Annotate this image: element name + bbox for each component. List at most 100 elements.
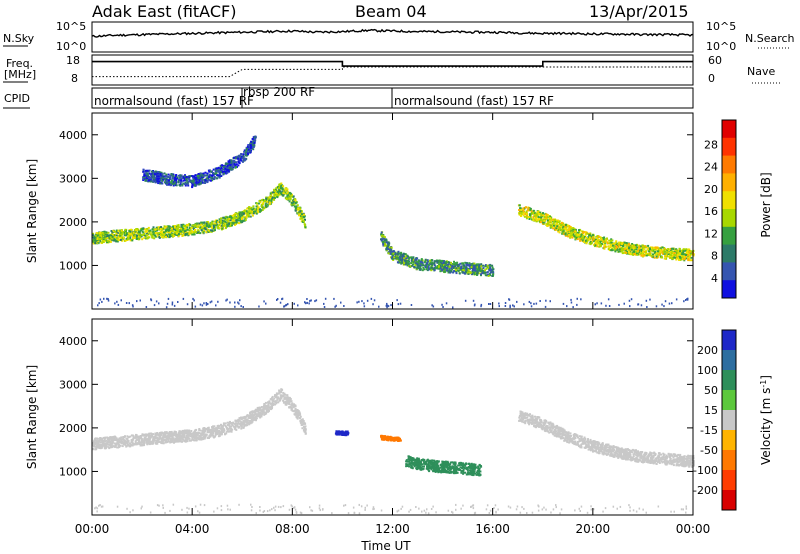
scatter-cell-upper-echoes — [239, 156, 242, 159]
scatter-cell-evening-band — [650, 249, 653, 252]
scatter-cell-evening-band — [554, 228, 557, 231]
scatter-cell-evening-band — [597, 235, 600, 238]
scatter-cell-upper-echoes — [163, 175, 166, 178]
scatter-cell-midday-band — [389, 248, 392, 251]
scatter-cell-evening-band — [541, 219, 544, 222]
scatter-cell-main-band — [158, 441, 161, 443]
scatter-cell-midday-band — [448, 265, 451, 268]
scatter-cell-main-band — [139, 236, 142, 239]
scatter-cell-main-band — [292, 195, 295, 198]
scatter-cell-evening-band — [521, 212, 524, 215]
scatter-cell-evening-band — [628, 245, 631, 248]
scatter-cell-midday-band — [389, 252, 392, 255]
scatter-cell-upper-echoes — [199, 174, 202, 177]
scatter-cell-evening-band — [666, 252, 669, 255]
scatter-cell-evening-band — [600, 240, 603, 243]
scatter-cell-main-band — [226, 427, 228, 430]
scatter-cell-noise — [276, 299, 278, 301]
scatter-cell-main-band — [287, 398, 290, 401]
scatter-cell-evening-band — [558, 231, 561, 234]
scatter-cell-evening-band — [575, 237, 578, 239]
scatter-cell-main-band — [195, 222, 198, 225]
scatter-cell-main-band — [271, 396, 274, 399]
scatter-cell-midday-band — [459, 268, 462, 271]
scatter-cell-main-band — [210, 221, 213, 224]
scatter-cell-main-band — [191, 231, 194, 234]
scatter-cell-main-band — [243, 216, 246, 219]
scatter-cell-main-band — [103, 240, 106, 243]
scatter-cell-evening-band — [586, 238, 589, 241]
scatter-cell-noise — [237, 301, 239, 304]
scatter-cell-main-band — [161, 231, 164, 234]
scatter-cell-main-band — [244, 212, 247, 215]
scatter-cell-upper-echoes — [237, 160, 240, 163]
scatter-cell-main-band — [141, 228, 144, 231]
scatter-cell-main-band — [93, 239, 96, 242]
scatter-cell-main-band — [97, 240, 100, 242]
scatter-cell-midday-band — [460, 267, 462, 270]
scatter-cell-noise — [207, 303, 209, 305]
scatter-cell-upper-echoes — [253, 136, 256, 139]
scatter-cell-main-band — [121, 232, 124, 235]
scatter-cell-midday-band — [470, 272, 473, 275]
scatter-cell-main-band — [214, 224, 217, 227]
scatter-cell-midday-band — [490, 269, 493, 272]
scatter-cell-midday-band — [448, 261, 451, 264]
scatter-cell-noise — [343, 305, 345, 307]
scatter-cell-noise — [358, 300, 360, 303]
scatter-cell-main-band — [261, 209, 264, 211]
scatter-cell-upper-echoes — [177, 174, 180, 177]
scatter-cell-noise — [234, 305, 236, 308]
scatter-cell-main-band — [166, 231, 169, 234]
scatter-cell-main-band — [104, 239, 107, 241]
scatter-cell-noise — [297, 304, 299, 307]
scatter-cell-evening-band — [621, 249, 624, 252]
scatter-cell-main-band — [282, 194, 285, 197]
scatter-cell-upper-echoes — [232, 159, 235, 162]
scatter-cell-evening-band — [594, 244, 597, 247]
scatter-cell-midday-band — [425, 268, 428, 271]
scatter-cell-main-band — [208, 431, 211, 434]
scatter-cell-main-band — [100, 236, 103, 239]
scatter-cell-midday-band — [467, 268, 469, 270]
scatter-cell-main-band — [139, 435, 142, 438]
scatter-cell-midday-band — [452, 267, 455, 270]
scatter-cell-main-band — [141, 441, 144, 444]
scatter-cell-main-band — [224, 227, 227, 230]
scatter-cell-evening-band — [579, 237, 582, 240]
scatter-cell-evening-band — [520, 215, 522, 217]
scatter-cell-evening-band — [592, 234, 594, 237]
scatter-cell-main-band — [132, 435, 135, 438]
scatter-cell-main-band — [213, 220, 216, 223]
scatter-cell-evening-band — [526, 216, 528, 219]
scatter-cell-main-band — [190, 226, 193, 229]
scatter-cell-main-band — [96, 234, 99, 237]
scatter-cell-upper-echoes — [213, 172, 216, 175]
scatter-cell-evening-band — [676, 249, 678, 252]
scatter-cell-upper-echoes — [142, 170, 145, 173]
scatter-cell-midday-band — [422, 264, 425, 267]
scatter-cell-main-band — [276, 398, 279, 401]
scatter-cell-evening-band — [679, 250, 681, 253]
scatter-cell-main-band — [221, 227, 224, 230]
scatter-cell-evening-band — [581, 234, 584, 237]
scatter-cell-main-band — [236, 212, 239, 215]
scatter-cell-main-band — [147, 236, 150, 239]
scatter-cell-upper-echoes — [231, 164, 234, 167]
scatter-cell-evening-band — [618, 242, 621, 245]
scatter-cell-main-band — [249, 417, 252, 419]
scatter-cell-evening-band — [578, 233, 581, 236]
scatter-cell-evening-band — [687, 258, 690, 261]
scatter-cell-main-band — [265, 205, 268, 208]
scatter-cell-main-band — [199, 224, 202, 227]
scatter-cell-main-band — [186, 226, 188, 229]
scatter-cell-evening-band — [665, 257, 668, 260]
scatter-cell-main-band — [186, 232, 189, 235]
scatter-cell-evening-band — [532, 209, 535, 212]
scatter-cell-evening-band — [563, 232, 566, 235]
scatter-cell-midday-band — [385, 238, 388, 241]
scatter-cell-noise — [304, 302, 307, 305]
scatter-cell-main-band — [165, 233, 168, 236]
scatter-cell-upper-echoes — [242, 159, 245, 162]
scatter-cell-upper-echoes — [194, 174, 197, 177]
